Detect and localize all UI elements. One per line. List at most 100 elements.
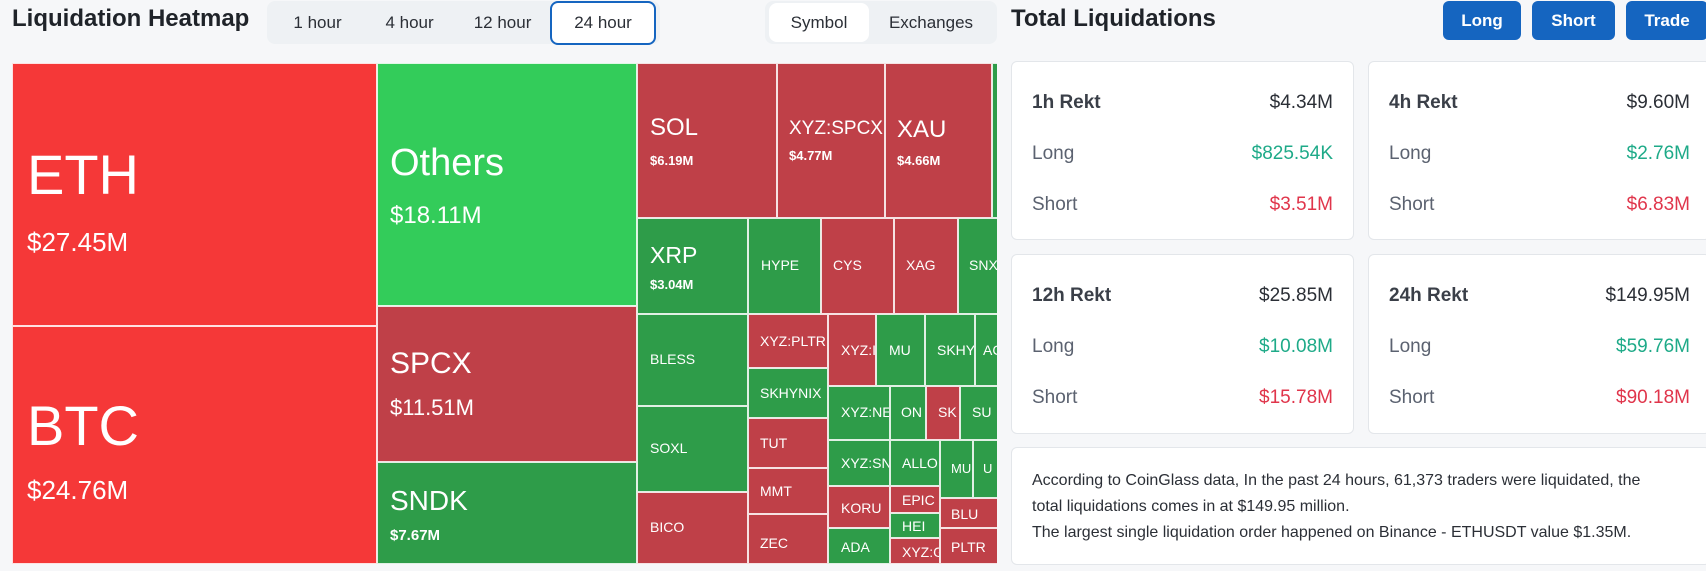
tab-4-hour[interactable]: 4 hour: [385, 12, 434, 32]
tile-value: $7.67M: [390, 527, 441, 544]
heatmap-tile-on[interactable]: ON: [890, 386, 926, 440]
heatmap-tile-xau[interactable]: XAU $4.66M: [885, 63, 992, 218]
tab-24-hour[interactable]: 24 hour: [550, 0, 656, 45]
heatmap-tile-xyz-ne[interactable]: XYZ:NE: [828, 386, 890, 440]
heatmap-tile-skhy[interactable]: SKHY: [925, 314, 975, 386]
total-liquidations-title: Total Liquidations: [1011, 5, 1216, 32]
heatmap-tile-pltr[interactable]: PLTR: [940, 528, 997, 564]
heatmap-tile-bico[interactable]: BICO: [637, 492, 748, 564]
tile-symbol: ETH: [27, 143, 139, 206]
tab-symbol[interactable]: Symbol: [769, 3, 869, 42]
short-button[interactable]: Short: [1532, 1, 1615, 40]
tile-symbol: SK: [938, 404, 957, 420]
tile-value: $4.66M: [897, 153, 941, 168]
short-label: Short: [1032, 387, 1078, 408]
heatmap-tile-tut[interactable]: TUT: [748, 418, 828, 468]
heatmap-tile-soxl[interactable]: SOXL: [637, 406, 748, 492]
tile-value: $24.76M: [27, 475, 129, 505]
tile-symbol: MMT: [760, 483, 792, 499]
heatmap-tile-allo[interactable]: ALLO: [890, 440, 940, 486]
tile-symbol: HEI: [902, 518, 926, 534]
heatmap-tile-xyz-pltr[interactable]: XYZ:PLTR: [748, 314, 828, 368]
heatmap-tile-spcx[interactable]: SPCX $11.51M: [377, 306, 637, 462]
heatmap-tile-eth[interactable]: ETH $27.45M: [12, 63, 377, 326]
card-total: $4.34M: [1269, 92, 1333, 113]
long-label: Long: [1032, 143, 1075, 164]
tile-symbol: TUT: [760, 435, 788, 451]
heatmap-tile-zec[interactable]: ZEC: [748, 514, 828, 564]
short-value: $6.83M: [1626, 194, 1690, 215]
tile-symbol: XYZ:NE: [841, 404, 890, 420]
heatmap-tile-u[interactable]: U: [973, 440, 997, 498]
heatmap-tile-bless[interactable]: BLESS: [637, 314, 748, 406]
heatmap-tile-xyz-sn[interactable]: XYZ:SN: [828, 440, 890, 486]
heatmap-tile-ada[interactable]: ADA: [828, 528, 890, 564]
group-by-tabs: Symbol Exchanges: [765, 1, 997, 44]
heatmap-tile-btc[interactable]: BTC $24.76M: [12, 326, 377, 564]
long-value: $59.76M: [1616, 336, 1690, 357]
tile-value: $3.04M: [650, 277, 694, 292]
short-label: Short: [1389, 387, 1435, 408]
heatmap-tile-xrp[interactable]: XRP $3.04M: [637, 218, 748, 314]
tile-symbol: XYZ:I: [841, 342, 876, 358]
tile-symbol: BICO: [650, 519, 685, 535]
heatmap-tile-su[interactable]: SU: [960, 386, 997, 440]
tab-exchanges[interactable]: Exchanges: [888, 12, 974, 32]
tile-symbol: ALLO: [902, 455, 938, 471]
heatmap-tile-hype[interactable]: HYPE: [748, 218, 821, 314]
heatmap-tile-hei[interactable]: HEI: [890, 513, 940, 538]
tile-symbol: SPCX: [390, 347, 472, 380]
tab-1-hour[interactable]: 1 hour: [293, 12, 342, 32]
heatmap-tile-others[interactable]: Others $18.11M: [377, 63, 637, 306]
tile-symbol: MU: [951, 461, 972, 476]
summary-line: According to CoinGlass data, In the past…: [1032, 472, 1641, 489]
heatmap-tile-snx[interactable]: SNX: [958, 218, 997, 314]
heatmap-tile-blu[interactable]: BLU: [940, 498, 997, 528]
long-label: Long: [1032, 336, 1075, 357]
trade-button[interactable]: Trade: [1626, 1, 1706, 40]
heatmap-tile-xag[interactable]: XAG: [894, 218, 958, 314]
summary-line: total liquidations comes in at $149.95 m…: [1032, 498, 1350, 515]
tile-symbol: SOL: [650, 114, 699, 141]
heatmap-tile-skhynix[interactable]: SKHYNIX: [748, 368, 828, 418]
tile-symbol: SNX: [969, 257, 997, 273]
card-total: $25.85M: [1259, 285, 1333, 306]
tile-symbol: XYZ:PLTR: [760, 333, 826, 349]
tile-symbol: BLU: [951, 506, 979, 522]
liquidation-heatmap: ETH $27.45M BTC $24.76M Others $18.11M S…: [12, 63, 997, 564]
short-label: Short: [1032, 194, 1078, 215]
tile-symbol: XRP: [650, 242, 698, 268]
heatmap-tile-mu-small[interactable]: MU: [940, 440, 973, 498]
long-value: $2.76M: [1626, 143, 1690, 164]
card-total: $9.60M: [1626, 92, 1690, 113]
heatmap-tile-mu[interactable]: MU: [876, 314, 925, 386]
heatmap-tile-koru[interactable]: KORU: [828, 486, 890, 528]
heatmap-tile-sndk[interactable]: SNDK $7.67M: [377, 462, 637, 564]
long-label: Long: [1389, 336, 1432, 357]
heatmap-tile-sol[interactable]: SOL $6.19M: [637, 63, 777, 218]
tile-symbol: XYZ:SPCX: [789, 118, 883, 139]
heatmap-tile-xyz-g[interactable]: XYZ:G: [890, 538, 940, 564]
heatmap-tile-epic[interactable]: EPIC: [890, 486, 940, 513]
card-title: 1h Rekt: [1032, 92, 1101, 113]
heatmap-tile-sk[interactable]: SK: [926, 386, 960, 440]
long-button[interactable]: Long: [1443, 1, 1521, 40]
heatmap-tile-edge: [992, 63, 997, 218]
heatmap-tile-mmt[interactable]: MMT: [748, 468, 828, 514]
tile-symbol: PLTR: [951, 539, 986, 555]
heatmap-tile-ac[interactable]: AC: [975, 314, 997, 386]
tab-12-hour[interactable]: 12 hour: [473, 12, 532, 32]
tile-value: $18.11M: [390, 202, 482, 229]
tile-value: $4.77M: [789, 148, 833, 163]
tile-symbol: XYZ:G: [902, 544, 940, 560]
tile-value: $27.45M: [27, 227, 129, 257]
page-title: Liquidation Heatmap: [12, 5, 250, 32]
tile-symbol: SU: [972, 404, 992, 420]
tile-symbol: XAU: [897, 116, 947, 143]
long-value: $10.08M: [1259, 336, 1333, 357]
heatmap-tile-cys[interactable]: CYS: [821, 218, 894, 314]
tile-symbol: ZEC: [760, 535, 788, 551]
heatmap-tile-xyz-spcx[interactable]: XYZ:SPCX $4.77M: [777, 63, 885, 218]
rekt-card-1h: 1h Rekt $4.34M Long $825.54K Short $3.51M: [1011, 61, 1354, 240]
heatmap-tile-xyz-i[interactable]: XYZ:I: [828, 314, 876, 386]
